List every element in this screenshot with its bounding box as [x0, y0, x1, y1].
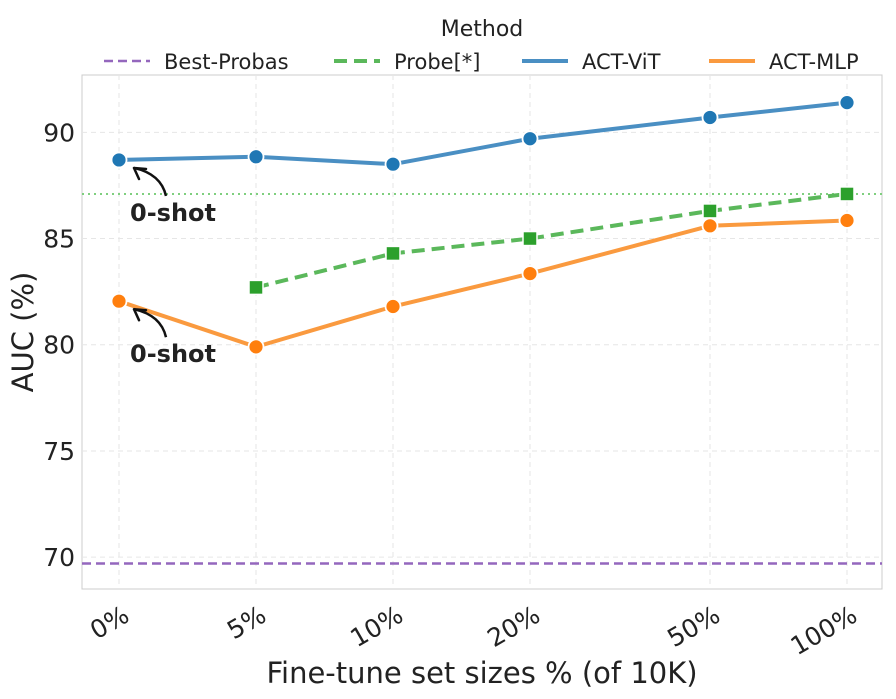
legend-title: Method — [441, 17, 524, 42]
annotations: 0-shot 0-shot — [130, 166, 216, 368]
annotation-0-shot: 0-shot — [130, 199, 216, 227]
probe-series-line — [255, 191, 848, 290]
legend: Method Best-Probas Probe[*] ACT-ViT ACT-MLP — [104, 17, 859, 74]
series-group — [110, 94, 856, 356]
act-mlp-point — [384, 298, 402, 315]
x-tick-label: 5% — [222, 600, 271, 645]
act-vit-point — [701, 109, 719, 126]
act-mlp-point — [701, 217, 719, 235]
x-tick-label: 100% — [786, 600, 862, 661]
act-vit-point — [247, 148, 265, 166]
probe-point — [522, 230, 538, 247]
probe-point — [385, 245, 401, 262]
y-tick-label: 90 — [43, 118, 75, 147]
grid — [82, 75, 882, 589]
act-mlp-point — [838, 212, 856, 229]
x-tick-label: 50% — [662, 600, 725, 653]
annotation-arrowhead — [132, 307, 148, 322]
x-tick-label: 10% — [345, 600, 408, 653]
x-tick-label: 20% — [482, 600, 545, 653]
legend-label: Probe[*] — [394, 50, 480, 74]
plot-area — [81, 74, 883, 590]
reference-lines — [82, 192, 882, 565]
legend-label: Best-Probas — [164, 50, 289, 74]
annotation-arrowhead — [132, 166, 148, 181]
y-axis-label: AUC (%) — [6, 272, 40, 393]
x-axis-label: Fine-tune set sizes % (of 10K) — [266, 656, 697, 690]
act-mlp-series-line — [118, 218, 848, 349]
y-tick-label: 85 — [43, 225, 75, 254]
act-mlp-point — [521, 265, 539, 282]
act-mlp-point — [247, 338, 265, 356]
act-vit-series-line — [118, 100, 848, 167]
act-vit-point — [521, 130, 539, 148]
legend-label: ACT-MLP — [769, 50, 859, 74]
probe-point — [248, 279, 264, 296]
x-tick-label: 0% — [85, 600, 134, 645]
y-tick-label: 75 — [43, 437, 75, 466]
probe-point — [702, 203, 718, 219]
act-vit-point — [838, 94, 856, 112]
act-mlp-point — [110, 292, 128, 310]
y-tick-label: 80 — [43, 331, 75, 360]
act-vit-point — [384, 155, 402, 173]
legend-label: ACT-ViT — [582, 50, 661, 74]
probe-point — [839, 186, 855, 202]
annotation-0-shot: 0-shot — [130, 340, 216, 368]
act-vit-point — [110, 151, 128, 169]
y-tick-label: 70 — [43, 543, 75, 572]
